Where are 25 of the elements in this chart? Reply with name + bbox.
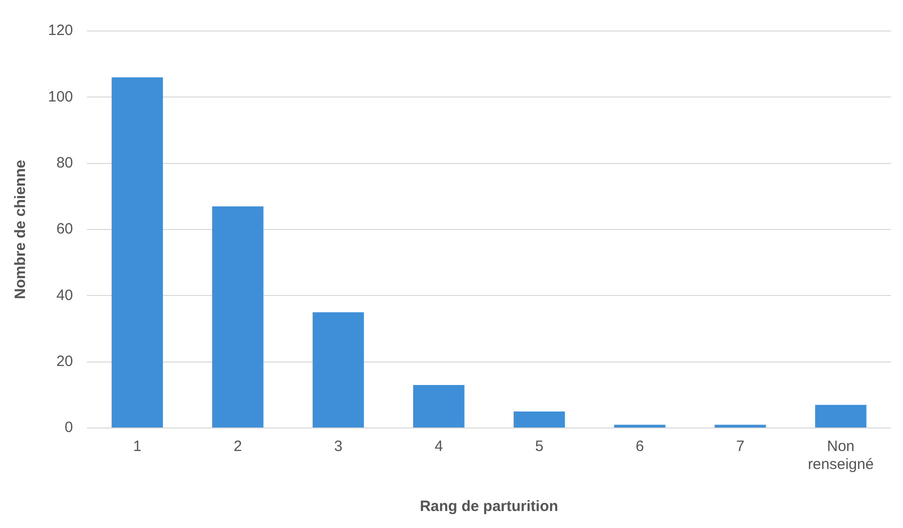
x-tick-label: 4: [434, 438, 443, 456]
y-tick-label: 0: [64, 419, 74, 436]
bar: [312, 312, 364, 428]
bar: [112, 77, 163, 428]
bar: [614, 424, 666, 428]
x-tick-label: Non renseigné: [808, 438, 874, 474]
x-tick-label: 2: [234, 438, 242, 456]
x-tick-label: 1: [133, 438, 142, 456]
bar: [714, 424, 766, 428]
y-axis-title: Nombre de chienne: [12, 160, 30, 300]
y-tick-label: 120: [48, 22, 74, 40]
y-tick-label: 20: [56, 352, 74, 370]
x-tick-label: 3: [334, 438, 342, 456]
bar: [815, 404, 866, 428]
y-tick-label: 60: [56, 220, 74, 238]
bar: [514, 411, 565, 428]
x-tick-label: 7: [736, 438, 744, 456]
y-tick-label: 100: [48, 88, 74, 106]
x-tick-label: 6: [636, 438, 644, 456]
x-tick-label: 5: [535, 438, 544, 456]
bar: [212, 206, 264, 428]
y-tick-label: 40: [56, 286, 74, 304]
y-tick-label: 80: [56, 154, 74, 172]
x-axis-title: Rang de parturition: [420, 498, 558, 516]
bar: [413, 384, 464, 428]
